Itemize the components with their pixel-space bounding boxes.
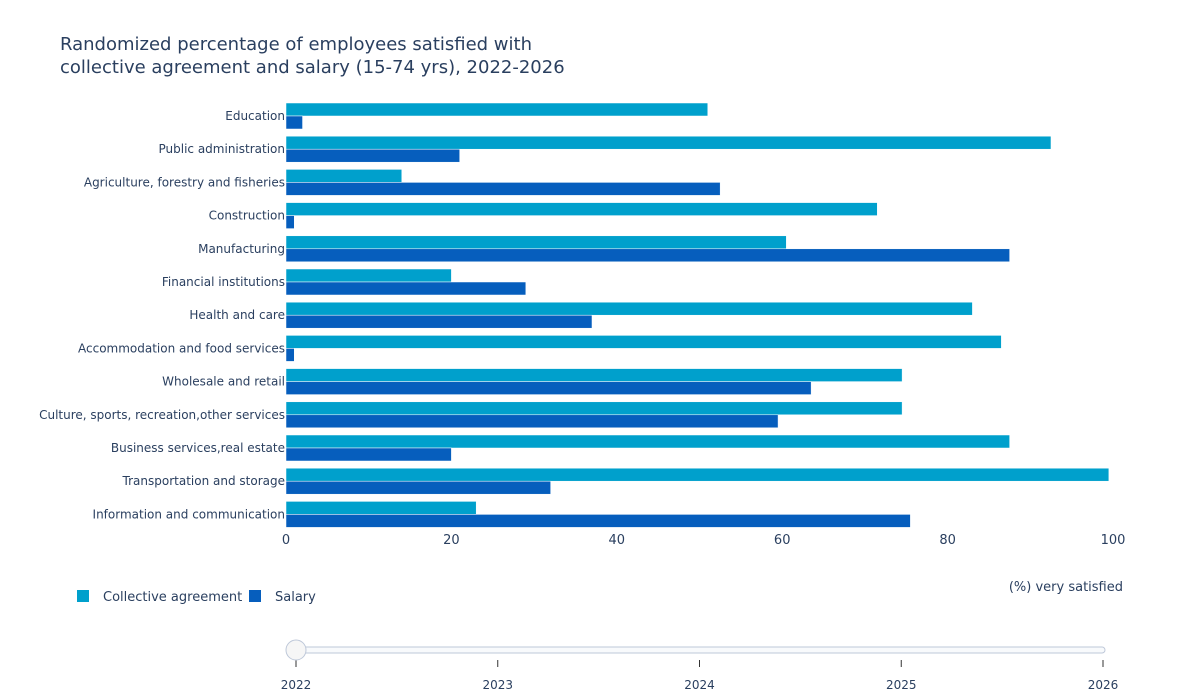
legend-swatch-salary [249,590,261,602]
category-label-health-and-care: Health and care [189,308,285,322]
category-label-public-administration: Public administration [159,142,286,156]
x-tick-label-0: 0 [282,533,290,548]
bar-collective-agreement-information-and-communication[interactable] [285,501,477,515]
x-axis-label: (%) very satisfied [1009,580,1123,595]
bar-collective-agreement-agriculture-forestry-and-fisheries[interactable] [285,169,403,183]
bars [285,102,1110,528]
slider-rail[interactable] [287,646,1106,654]
legend: Collective agreement Salary [77,590,316,605]
slider-label-2023[interactable]: 2023 [482,678,513,692]
x-tick-label-100: 100 [1101,533,1126,548]
bar-collective-agreement-construction[interactable] [285,202,878,216]
category-label-manufacturing: Manufacturing [198,242,285,256]
bar-salary-education[interactable] [285,115,303,130]
chart-title-line-1: Randomized percentage of employees satis… [60,34,532,55]
bar-salary-accommodation-and-food-services[interactable] [285,348,295,362]
bar-salary-financial-institutions[interactable] [285,281,527,296]
bar-collective-agreement-education[interactable] [285,102,709,117]
legend-item-collective-agreement[interactable]: Collective agreement [77,590,242,605]
category-label-agriculture-forestry-and-fisheries: Agriculture, forestry and fisheries [84,175,285,189]
slider-label-2022[interactable]: 2022 [281,678,312,692]
x-tick-label-40: 40 [609,533,626,548]
category-labels: Education Public administration Agricultur… [39,109,285,521]
bar-collective-agreement-health-and-care[interactable] [285,301,973,316]
category-label-business-services-real-estate: Business services,real estate [111,441,285,455]
slider-handle[interactable] [285,639,307,661]
x-tick-label-80: 80 [939,533,956,548]
category-label-financial-institutions: Financial institutions [162,275,285,289]
bar-salary-construction[interactable] [285,215,295,229]
bar-salary-information-and-communication[interactable] [285,514,911,528]
category-label-transportation-and-storage: Transportation and storage [122,474,285,488]
category-label-culture-sports-recreation-other-services: Culture, sports, recreation,other servic… [39,408,285,422]
bar-collective-agreement-wholesale-and-retail[interactable] [285,368,903,382]
legend-label-salary: Salary [275,590,316,605]
slider-label-2026[interactable]: 2026 [1088,678,1119,692]
category-label-education: Education [225,109,285,123]
slider-ticks: 2022 2023 2024 2025 2026 [281,660,1119,692]
bar-salary-transportation-and-storage[interactable] [285,480,551,495]
category-label-wholesale-and-retail: Wholesale and retail [162,375,285,389]
bar-salary-culture-sports-recreation-other-services[interactable] [285,414,779,429]
slider-label-2024[interactable]: 2024 [684,678,715,692]
bar-salary-agriculture-forestry-and-fisheries[interactable] [285,182,721,196]
legend-swatch-collective-agreement [77,590,89,602]
bar-collective-agreement-culture-sports-recreation-other-services[interactable] [285,401,903,416]
bar-collective-agreement-transportation-and-storage[interactable] [285,467,1110,482]
bar-collective-agreement-business-services-real-estate[interactable] [285,434,1010,449]
bar-salary-manufacturing[interactable] [285,248,1010,263]
year-slider[interactable]: 2022 2023 2024 2025 2026 [281,639,1119,692]
bar-salary-wholesale-and-retail[interactable] [285,381,812,395]
bar-collective-agreement-accommodation-and-food-services[interactable] [285,335,1002,349]
slider-label-2025[interactable]: 2025 [886,678,917,692]
category-label-accommodation-and-food-services: Accommodation and food services [78,341,285,355]
bar-salary-health-and-care[interactable] [285,314,593,329]
x-axis-ticks: 0 20 40 60 80 100 [282,533,1126,548]
bar-salary-public-administration[interactable] [285,148,460,163]
legend-item-salary[interactable]: Salary [249,590,316,605]
bar-salary-business-services-real-estate[interactable] [285,447,452,462]
category-label-information-and-communication: Information and communication [93,507,285,521]
bar-collective-agreement-public-administration[interactable] [285,135,1052,150]
category-label-construction: Construction [209,209,285,223]
x-tick-label-20: 20 [443,533,460,548]
bar-collective-agreement-manufacturing[interactable] [285,235,787,250]
legend-label-collective-agreement: Collective agreement [103,590,242,605]
chart-title-line-2: collective agreement and salary (15-74 y… [60,57,565,78]
bar-collective-agreement-financial-institutions[interactable] [285,268,452,283]
x-tick-label-60: 60 [774,533,791,548]
